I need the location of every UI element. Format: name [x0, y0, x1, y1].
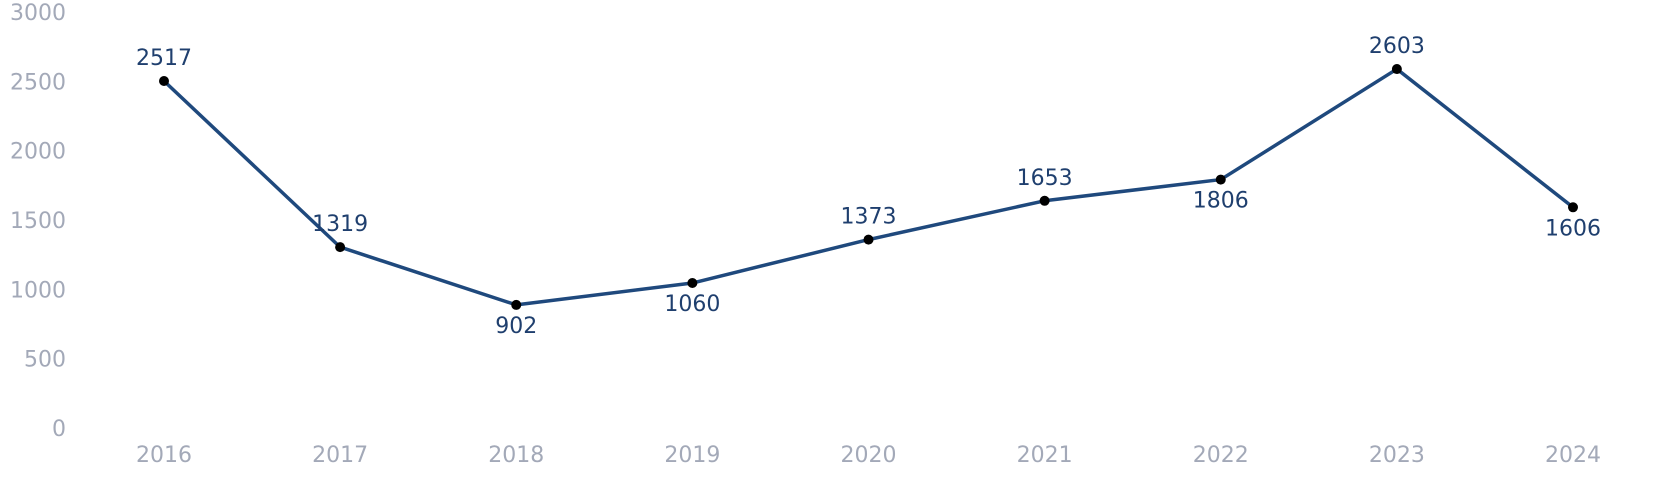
- data-point: [1215, 174, 1226, 185]
- y-tick-label: 1500: [10, 209, 66, 234]
- data-label: 2603: [1369, 34, 1425, 59]
- data-point: [1568, 202, 1578, 213]
- data-point: [159, 75, 169, 86]
- x-tick-label: 2019: [664, 443, 720, 468]
- y-tick-label: 2000: [10, 140, 66, 165]
- y-tick-label: 0: [52, 417, 66, 442]
- data-point: [511, 299, 522, 310]
- data-point: [687, 278, 698, 289]
- data-point: [335, 242, 346, 253]
- y-tick-label: 1000: [10, 278, 66, 303]
- x-tick-label: 2024: [1545, 443, 1601, 468]
- y-tick-label: 500: [24, 348, 66, 373]
- data-label: 2517: [136, 46, 192, 71]
- data-label: 1606: [1545, 216, 1601, 241]
- x-tick-label: 2022: [1193, 443, 1249, 468]
- data-point: [1391, 64, 1402, 75]
- x-tick-label: 2017: [312, 443, 368, 468]
- data-label: 1373: [841, 205, 897, 230]
- data-point: [863, 234, 874, 245]
- data-label: 1806: [1193, 189, 1249, 214]
- x-tick-label: 2023: [1369, 443, 1425, 468]
- x-tick-label: 2018: [488, 443, 544, 468]
- data-label: 1060: [664, 292, 720, 317]
- data-label: 902: [495, 314, 537, 339]
- x-tick-label: 2020: [841, 443, 897, 468]
- data-point: [1039, 195, 1050, 206]
- y-tick-label: 3000: [10, 1, 66, 26]
- data-label: 1319: [312, 212, 368, 237]
- x-tick-label: 2016: [136, 443, 192, 468]
- data-label: 1653: [1017, 166, 1073, 191]
- y-tick-label: 2500: [10, 70, 66, 95]
- data-line: [162, 67, 1575, 307]
- x-tick-label: 2021: [1017, 443, 1073, 468]
